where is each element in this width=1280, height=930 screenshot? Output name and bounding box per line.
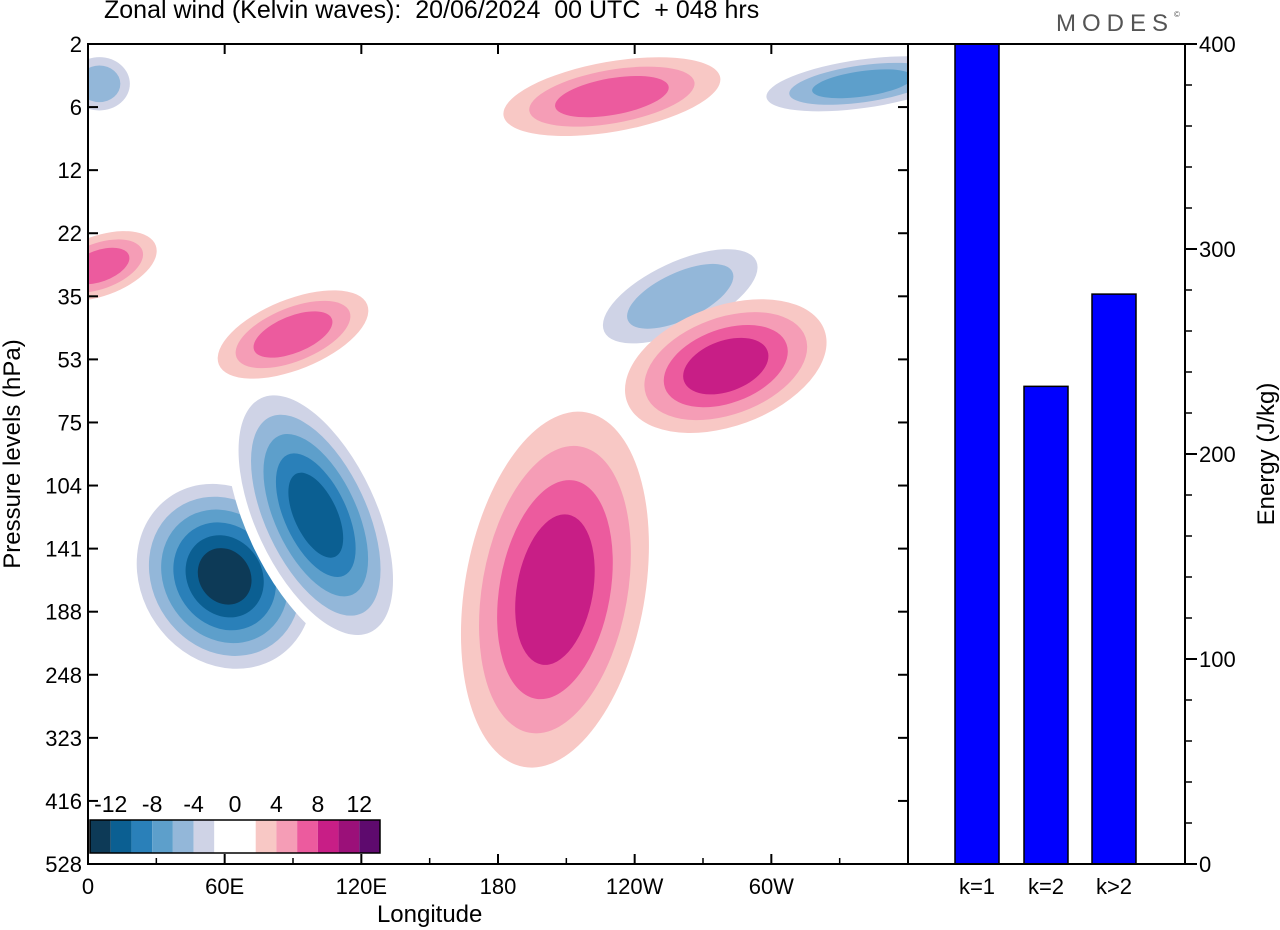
colorbar-swatch <box>297 820 318 853</box>
y-tick-label: 12 <box>58 158 82 183</box>
colorbar-swatch <box>359 820 380 853</box>
x-tick-label: 60W <box>749 874 794 899</box>
x-tick-label: 60E <box>205 874 244 899</box>
x-tick-label: 120E <box>336 874 387 899</box>
x-axis-label: Longitude <box>377 901 482 928</box>
chart-title: Zonal wind (Kelvin waves): 20/06/2024 00… <box>104 0 760 24</box>
colorbar-label: -4 <box>183 791 204 817</box>
wind-anomaly-contour <box>515 514 595 665</box>
colorbar-swatch <box>235 820 256 853</box>
y-tick-label: 141 <box>45 537 82 562</box>
y-tick-label: 6 <box>70 95 82 120</box>
y-axis-label: Pressure levels (hPa) <box>0 339 26 568</box>
wind-anomaly-contour <box>197 548 252 605</box>
y-tick-label: 100 <box>1199 647 1236 672</box>
wind-anomaly-contour <box>812 69 908 99</box>
colorbar-swatch <box>90 820 111 853</box>
colorbar-swatch <box>276 820 298 853</box>
wind-anomaly-contour <box>683 337 769 395</box>
y-tick-label: 75 <box>58 410 82 435</box>
colorbar-swatch <box>110 820 132 853</box>
colorbar-swatch <box>255 820 277 853</box>
colorbar-label: -12 <box>94 791 127 817</box>
wind-anomaly-contour <box>253 311 333 358</box>
colorbar-swatch <box>214 820 235 853</box>
y-tick-label: 35 <box>58 284 82 309</box>
wind-anomaly-contour <box>88 247 130 285</box>
y-tick-label: 300 <box>1199 237 1236 262</box>
y-tick-label: 188 <box>45 600 82 625</box>
colorbar-label: 8 <box>311 791 324 817</box>
y-tick-label: 22 <box>58 221 82 246</box>
y-tick-label: 416 <box>45 789 82 814</box>
colorbar-label: 0 <box>229 791 242 817</box>
y-tick-label: 53 <box>58 347 82 372</box>
y-tick-label: 248 <box>45 663 82 688</box>
y-tick-label: 528 <box>45 852 82 877</box>
wind-anomaly-contour <box>627 263 734 329</box>
y-tick-label: 200 <box>1199 442 1236 467</box>
y-axis-label: Energy (J/kg) <box>1253 383 1280 526</box>
colorbar-swatch <box>193 820 215 853</box>
x-tick-label: 0 <box>82 874 94 899</box>
colorbar-swatch <box>131 820 153 853</box>
colorbar-swatch <box>317 820 339 853</box>
bar-category-label: k=2 <box>1028 874 1064 899</box>
wind-anomaly-contour <box>288 472 344 558</box>
colorbar-swatch <box>152 820 173 853</box>
x-tick-label: 120W <box>606 874 664 899</box>
colorbar-label: -8 <box>142 791 162 817</box>
y-tick-label: 2 <box>70 32 82 57</box>
energy-bar <box>1023 385 1069 865</box>
wind-anomaly-contour <box>555 75 669 118</box>
colorbar-swatch <box>338 820 360 853</box>
colorbar-label: 12 <box>346 791 372 817</box>
y-tick-label: 323 <box>45 726 82 751</box>
wind-anomaly-contour <box>88 65 121 103</box>
y-tick-label: 104 <box>45 474 82 499</box>
energy-bar <box>954 43 1000 865</box>
x-tick-label: 180 <box>480 874 517 899</box>
bar-category-label: k>2 <box>1096 874 1132 899</box>
colorbar-frame <box>89 819 381 854</box>
energy-bar <box>1091 293 1137 865</box>
bar-category-label: k=1 <box>959 874 995 899</box>
brand-logo: MODES© <box>1056 10 1180 37</box>
y-tick-label: 0 <box>1199 852 1211 877</box>
colorbar-label: 4 <box>270 791 283 817</box>
colorbar-swatch <box>172 820 194 853</box>
y-tick-label: 400 <box>1199 32 1236 57</box>
